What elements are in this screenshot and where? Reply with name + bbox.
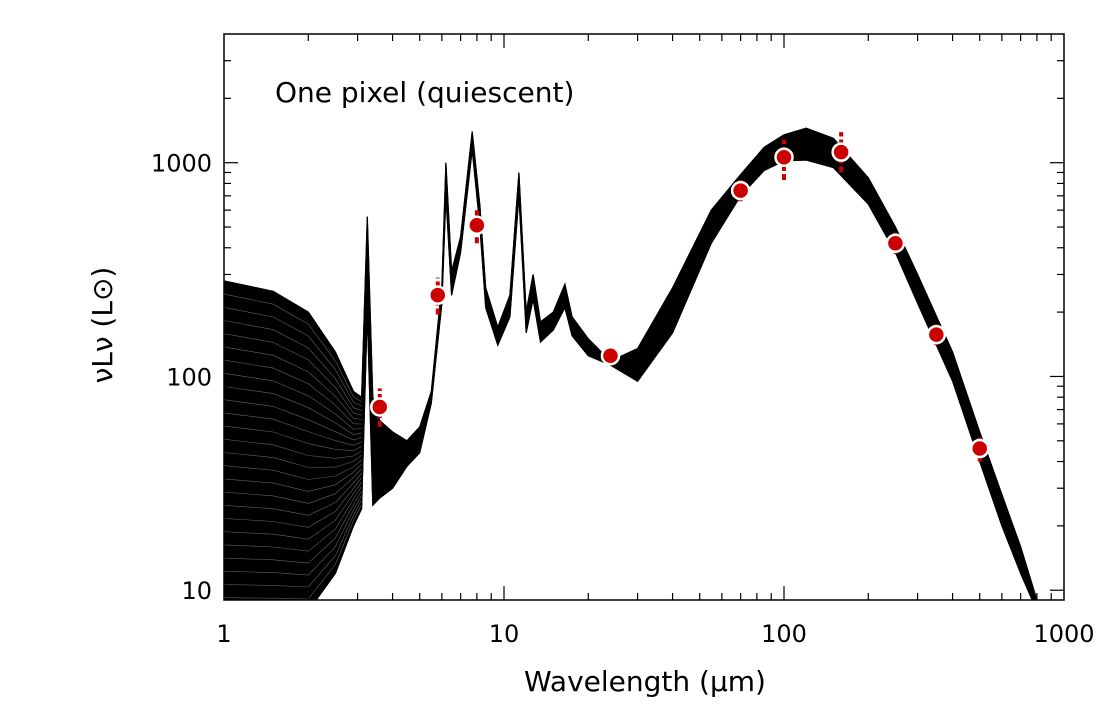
observation-point (730, 180, 751, 201)
observation-point (885, 233, 906, 253)
model-sed-envelope-layer (224, 127, 1038, 600)
model-sed-curve (224, 459, 362, 480)
x-tick-label: 1000 (1033, 620, 1094, 648)
observation-point (467, 215, 487, 235)
observation-point (969, 438, 990, 459)
model-sed-curve (224, 320, 362, 411)
model-sed-curve (224, 307, 362, 407)
observation-point (428, 285, 448, 305)
model-sed-curve (224, 473, 362, 516)
model-sed-curve (224, 386, 362, 435)
model-sed-curve (224, 359, 362, 425)
plot-annotation: One pixel (quiescent) (275, 76, 574, 109)
model-sed-curve (224, 452, 362, 468)
observation-point (600, 345, 621, 366)
model-sed-curve (224, 495, 362, 576)
y-tick-label: 1000 (151, 150, 212, 178)
y-axis-title: νLν (L⊙) (86, 267, 119, 384)
model-sed-lower-edge (315, 149, 1033, 600)
model-sed-curve (224, 499, 362, 588)
model-sed-curve (224, 333, 362, 416)
model-sed-curve (224, 425, 362, 451)
x-axis-title: Wavelength (μm) (524, 665, 766, 698)
model-sed-curve (224, 412, 362, 446)
x-tick-label: 100 (761, 620, 807, 648)
model-sed-curve (224, 293, 362, 402)
model-sed-curve (224, 486, 362, 552)
model-sed-curve (224, 504, 362, 600)
y-tick-label: 10 (181, 577, 212, 605)
plot-frame (223, 33, 1065, 601)
y-tick-label: 100 (166, 363, 212, 391)
model-sed-curve (224, 468, 362, 504)
model-sed-curve (224, 346, 362, 420)
model-sed-curve (224, 439, 362, 459)
observation-point (370, 397, 390, 417)
observation-point (831, 142, 851, 162)
x-tick-label: 10 (489, 620, 520, 648)
observation-point (774, 147, 794, 168)
model-sed-curve (224, 463, 362, 492)
x-tick-label: 1 (216, 620, 231, 648)
model-sed-curve (224, 490, 362, 564)
model-sed-curve (224, 481, 362, 540)
model-sed-curve (224, 477, 362, 528)
model-sed-curve (224, 373, 362, 430)
model-sed-curve (224, 399, 362, 441)
observation-point (926, 324, 947, 345)
observations-layer (370, 132, 990, 462)
